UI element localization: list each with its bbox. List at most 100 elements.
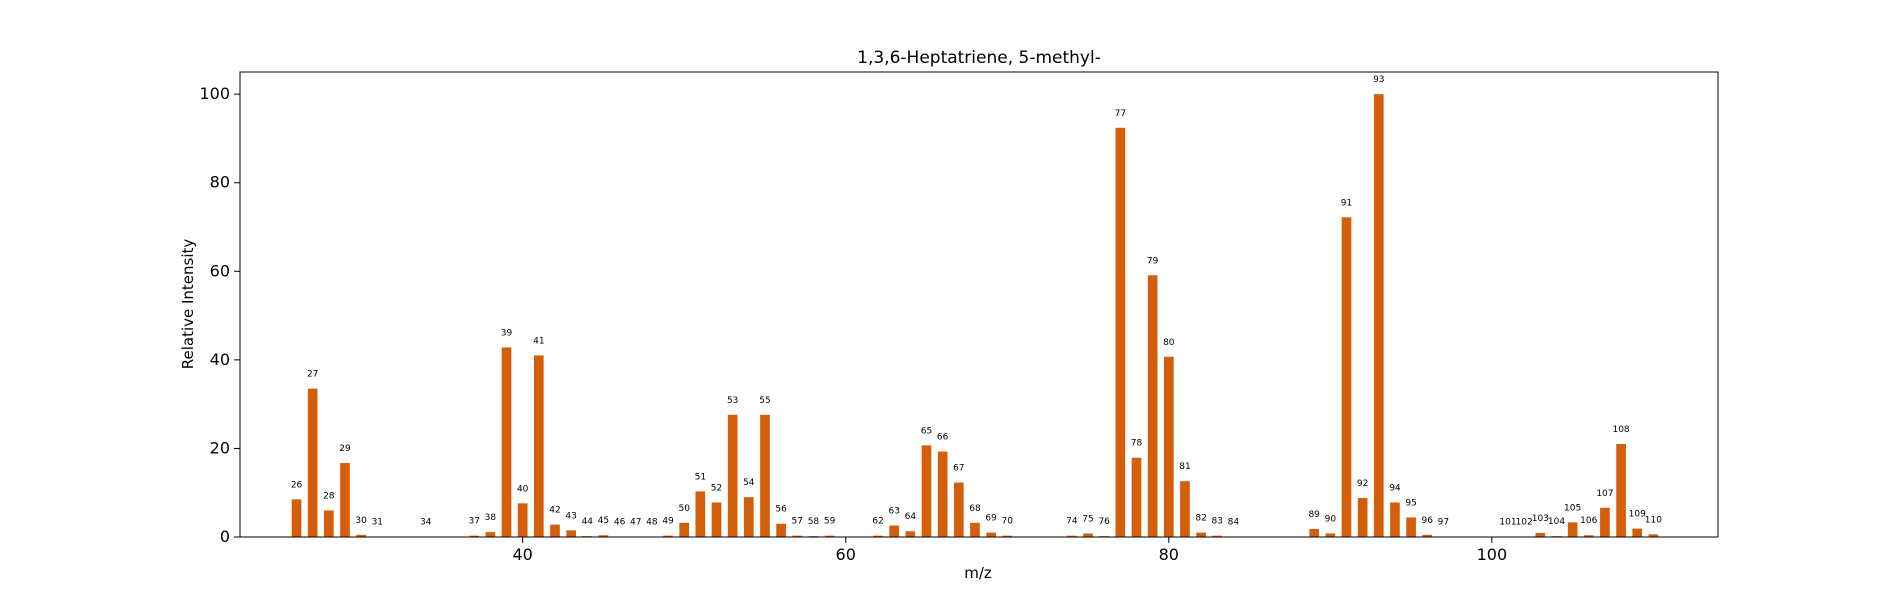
bar-label-mz-74: 74: [1066, 517, 1078, 527]
bar-mz-52: [711, 502, 722, 537]
bar-label-mz-67: 67: [953, 464, 964, 474]
bar-label-mz-27: 27: [307, 370, 318, 380]
bar-label-mz-96: 96: [1422, 516, 1434, 526]
bar-label-mz-79: 79: [1147, 256, 1159, 266]
bar-label-mz-76: 76: [1098, 517, 1110, 527]
bar-label-mz-94: 94: [1389, 483, 1401, 493]
bar-label-mz-70: 70: [1002, 517, 1014, 527]
bar-label-mz-57: 57: [792, 517, 803, 527]
bar-label-mz-89: 89: [1308, 510, 1320, 520]
bar-mz-83: [1212, 535, 1223, 537]
bar-label-mz-38: 38: [485, 513, 497, 523]
bar-label-mz-83: 83: [1212, 517, 1223, 527]
bar-mz-103: [1535, 533, 1546, 537]
bar-label-mz-80: 80: [1163, 338, 1175, 348]
bar-label-mz-26: 26: [291, 480, 303, 490]
bar-label-mz-75: 75: [1082, 514, 1093, 524]
bar-label-mz-53: 53: [727, 396, 738, 406]
bar-mz-43: [566, 530, 576, 537]
bar-label-mz-91: 91: [1341, 198, 1352, 208]
bar-mz-63: [889, 525, 900, 537]
bar-label-mz-55: 55: [759, 396, 770, 406]
y-axis-label: Relative Intensity: [179, 239, 197, 370]
bar-mz-108: [1616, 444, 1626, 537]
bar-mz-49: [663, 535, 673, 537]
bar-mz-38: [485, 532, 496, 537]
bar-label-mz-62: 62: [872, 517, 883, 527]
bar-label-mz-40: 40: [517, 484, 529, 494]
bar-label-mz-54: 54: [743, 478, 755, 488]
bar-mz-45: [598, 535, 609, 537]
bar-label-mz-31: 31: [372, 518, 383, 528]
bar-label-mz-44: 44: [582, 517, 594, 527]
bar-mz-39: [501, 347, 512, 537]
bar-labels-group: 26 27 28 29 30 31 34 37 38 39 40 41 42 43 44 45 46 47 48 49…: [291, 75, 1662, 527]
bar-mz-59: [824, 535, 835, 537]
bar-label-mz-41: 41: [533, 336, 544, 346]
bar-mz-75: [1083, 533, 1093, 537]
bar-mz-30: [356, 534, 366, 537]
bar-label-mz-81: 81: [1179, 462, 1190, 472]
bar-mz-93: [1373, 94, 1384, 537]
bar-mz-64: [905, 531, 916, 537]
bar-label-mz-49: 49: [662, 517, 674, 527]
bar-label-mz-107: 107: [1596, 489, 1613, 499]
bar-label-mz-50: 50: [678, 504, 690, 514]
bar-label-mz-103: 103: [1532, 514, 1549, 524]
bar-label-mz-93: 93: [1373, 75, 1384, 85]
y-tick-label-20: 20: [210, 438, 230, 457]
bar-label-mz-65: 65: [921, 426, 932, 436]
bar-mz-66: [937, 451, 948, 537]
bar-mz-29: [340, 463, 350, 537]
bar-mz-69: [986, 532, 996, 537]
bar-label-mz-101: 101: [1499, 518, 1516, 528]
x-tick-label-80: 80: [1159, 545, 1179, 564]
bar-label-mz-43: 43: [565, 511, 576, 521]
bar-label-mz-95: 95: [1405, 499, 1416, 509]
bar-label-mz-64: 64: [905, 512, 917, 522]
bar-mz-50: [679, 522, 690, 537]
bar-mz-78: [1131, 457, 1142, 537]
x-tick-label-40: 40: [512, 545, 532, 564]
bar-mz-96: [1422, 534, 1433, 537]
bar-label-mz-56: 56: [775, 505, 787, 515]
bar-mz-95: [1406, 517, 1416, 537]
bar-mz-79: [1147, 275, 1158, 537]
bar-mz-55: [760, 414, 770, 537]
bar-label-mz-90: 90: [1325, 514, 1337, 524]
bars-group: [291, 94, 1659, 538]
bar-label-mz-110: 110: [1645, 515, 1662, 525]
x-tick-label-60: 60: [836, 545, 856, 564]
bar-label-mz-58: 58: [808, 517, 820, 527]
y-tick-label-0: 0: [220, 527, 230, 546]
x-tick-label-100: 100: [1477, 545, 1508, 564]
bar-label-mz-104: 104: [1548, 517, 1565, 527]
bar-label-mz-97: 97: [1438, 518, 1449, 528]
bar-label-mz-37: 37: [468, 517, 479, 527]
bar-mz-65: [921, 445, 932, 537]
x-axis: 40 60 80 100: [512, 537, 1507, 564]
y-tick-label-60: 60: [210, 261, 230, 280]
bar-mz-56: [776, 523, 786, 537]
bar-mz-68: [970, 522, 980, 537]
bar-label-mz-84: 84: [1228, 518, 1240, 528]
bar-label-mz-45: 45: [598, 516, 609, 526]
bar-mz-51: [695, 491, 706, 537]
bar-label-mz-69: 69: [985, 514, 997, 524]
y-axis: 0 20 40 60 80 100: [199, 84, 240, 546]
bar-mz-82: [1196, 532, 1206, 537]
bar-label-mz-106: 106: [1580, 516, 1597, 526]
bar-mz-109: [1632, 528, 1643, 537]
bar-label-mz-51: 51: [695, 472, 706, 482]
bar-label-mz-109: 109: [1629, 510, 1646, 520]
bar-mz-89: [1309, 529, 1320, 537]
bar-mz-54: [743, 497, 754, 537]
bar-label-mz-47: 47: [630, 518, 641, 528]
bar-label-mz-46: 46: [614, 518, 626, 528]
bar-mz-74: [1067, 535, 1077, 537]
bar-mz-92: [1357, 498, 1368, 537]
bar-label-mz-42: 42: [549, 506, 560, 516]
bar-mz-42: [550, 524, 560, 537]
x-axis-label: m/z: [964, 564, 992, 582]
